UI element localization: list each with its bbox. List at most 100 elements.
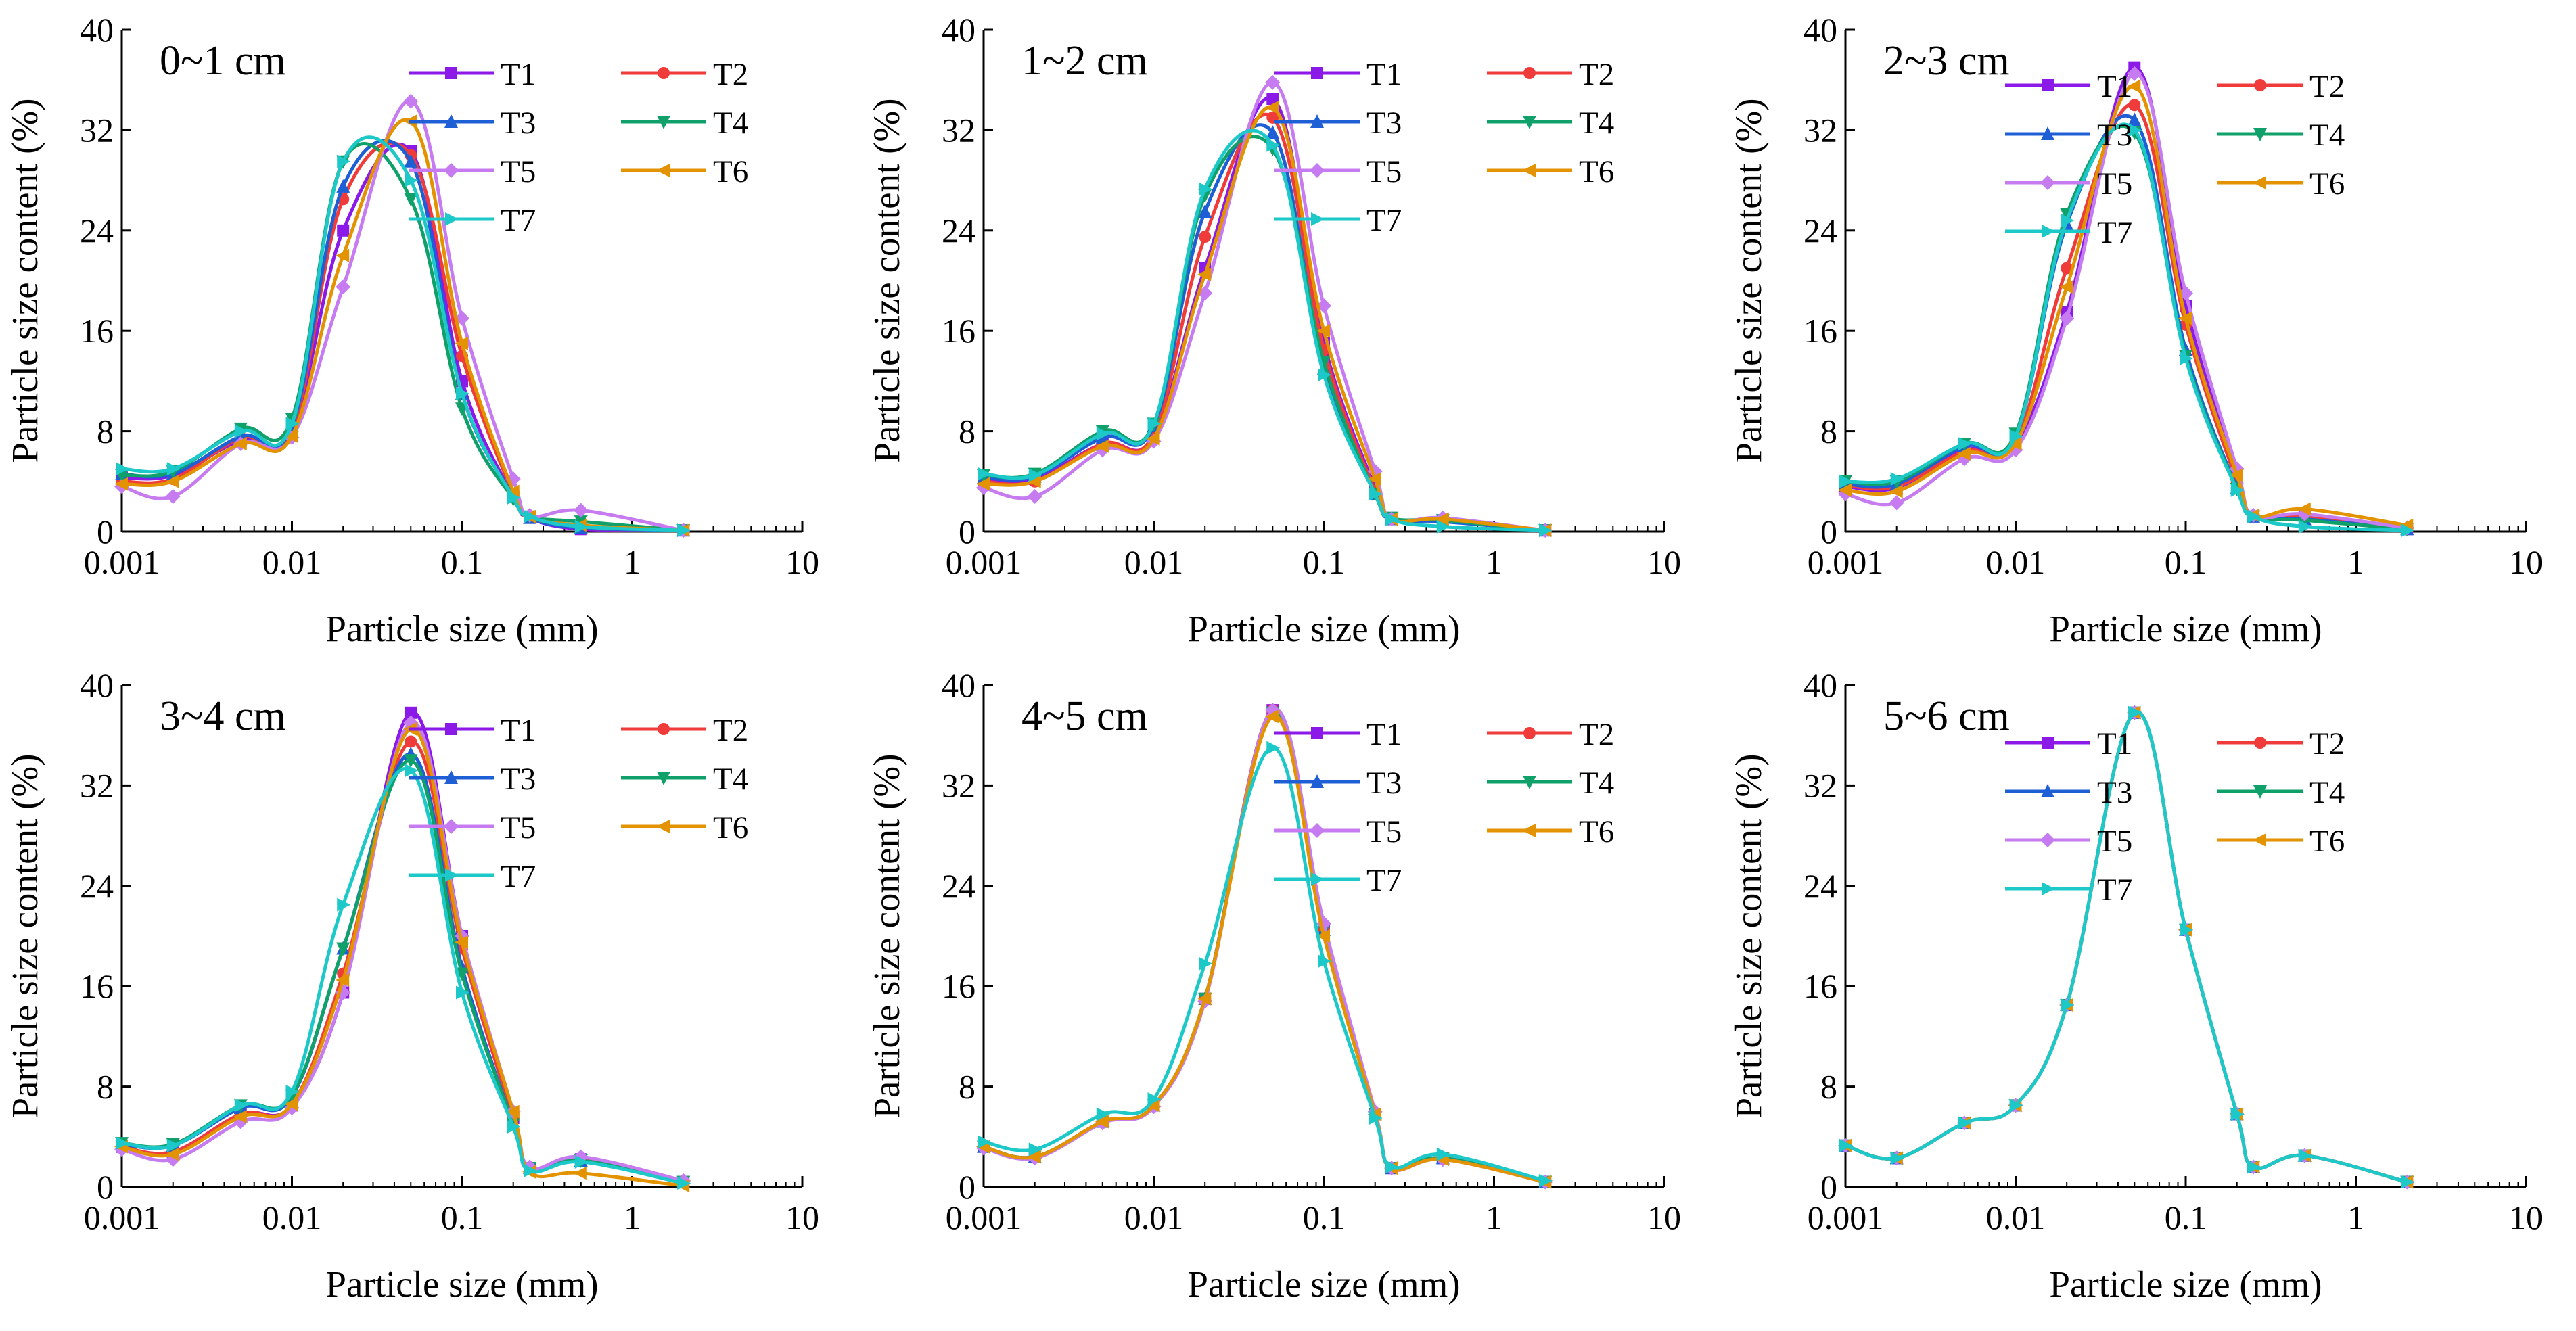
data-point-T7 — [1028, 1142, 1042, 1157]
legend-item-T1: T1 — [2005, 69, 2132, 104]
data-point-T6 — [2229, 468, 2243, 482]
x-axis-label: Particle size (mm) — [2049, 608, 2322, 649]
data-point-T6 — [1956, 446, 1971, 461]
data-point-T4 — [336, 942, 350, 956]
legend-marker — [2041, 784, 2054, 797]
y-tick-label: 0 — [959, 513, 975, 551]
data-point-T7 — [337, 897, 351, 912]
y-axis-label: Particle size content (%) — [866, 98, 907, 463]
x-tick-label: 1 — [1486, 543, 1502, 581]
legend-marker — [1310, 774, 1324, 788]
legend-item-T5: T5 — [2005, 166, 2132, 202]
legend-item-T6: T6 — [621, 154, 748, 189]
legend-label: T7 — [2097, 872, 2132, 908]
y-tick-label: 16 — [942, 312, 975, 350]
data-point-T7 — [166, 462, 181, 476]
series-T2 — [978, 704, 1552, 1188]
legend-item-T5: T5 — [2005, 824, 2132, 859]
legend-label: T2 — [1579, 57, 1614, 92]
data-point-T6 — [284, 1097, 298, 1111]
series-T6 — [114, 114, 690, 538]
legend-label: T3 — [2097, 775, 2132, 810]
data-point-T7 — [2180, 923, 2193, 937]
legend-item-T5: T5 — [1274, 154, 1402, 189]
data-point-T7 — [285, 417, 300, 431]
legend-label: T1 — [1366, 57, 1402, 92]
legend-item-T3: T3 — [1274, 106, 1402, 141]
legend-label: T1 — [2097, 726, 2132, 762]
data-point-T5 — [403, 93, 419, 109]
data-point-T6 — [165, 1147, 179, 1161]
legend-marker — [2041, 126, 2054, 140]
legend-marker — [1523, 67, 1536, 79]
data-point-T6 — [1027, 1150, 1041, 1164]
legend-marker — [2042, 225, 2055, 238]
data-point-T3 — [2128, 112, 2142, 126]
data-point-T7 — [2009, 1098, 2023, 1113]
data-point-T7 — [1385, 512, 1400, 526]
legend-label: T6 — [713, 810, 748, 845]
data-point-T6 — [1197, 267, 1212, 281]
legend-label: T2 — [2309, 69, 2345, 104]
data-point-T7 — [166, 1138, 181, 1152]
legend-marker — [1311, 727, 1323, 739]
legend-label: T5 — [501, 154, 536, 189]
y-axis-label: Particle size content (%) — [1728, 753, 1769, 1118]
legend-item-T1: T1 — [409, 57, 536, 92]
data-point-T7 — [2180, 352, 2193, 366]
data-point-T4 — [404, 193, 418, 207]
data-point-T7 — [337, 154, 351, 168]
legend-item-T6: T6 — [621, 810, 748, 845]
y-tick-label: 24 — [1803, 212, 1837, 250]
legend-item-T2: T2 — [1487, 57, 1614, 92]
data-point-T7 — [574, 1154, 589, 1169]
y-tick-label: 32 — [80, 111, 114, 149]
y-tick-label: 16 — [80, 312, 114, 350]
y-axis-label: Particle size content (%) — [4, 753, 45, 1118]
y-axis-label: Particle size content (%) — [866, 753, 907, 1118]
series-T4 — [115, 754, 691, 1190]
data-point-T7 — [1539, 1173, 1553, 1188]
x-tick-label: 10 — [1647, 543, 1681, 581]
legend-label: T6 — [2309, 824, 2345, 859]
legend: T1 T2 T3 T4 T5 T6 T7 — [409, 57, 748, 238]
series-T6 — [114, 722, 690, 1193]
y-tick-label: 16 — [80, 967, 114, 1005]
legend-marker — [2253, 833, 2266, 847]
legend-label: T1 — [501, 57, 536, 92]
data-point-T7 — [978, 1135, 991, 1149]
legend-marker — [1523, 116, 1536, 129]
series-line-T7 — [121, 767, 684, 1185]
data-point-T4 — [455, 967, 469, 981]
y-tick-label: 40 — [80, 11, 114, 49]
y-tick-label: 40 — [1803, 11, 1837, 49]
legend-marker — [2042, 882, 2055, 895]
x-axis-label: Particle size (mm) — [2049, 1263, 2322, 1305]
series-T4 — [977, 706, 1552, 1190]
legend-item-T1: T1 — [2005, 726, 2132, 762]
legend-marker — [1311, 212, 1325, 226]
data-point-T7 — [2247, 509, 2261, 523]
legend-marker — [445, 723, 457, 735]
series-line-T6 — [983, 105, 1546, 532]
data-point-T5 — [1027, 489, 1042, 505]
data-point-T6 — [505, 484, 520, 498]
x-tick-label: 10 — [2509, 1198, 2543, 1236]
legend-marker — [444, 770, 458, 784]
series-T4 — [115, 142, 691, 538]
legend-label: T4 — [713, 106, 748, 141]
series-line-T2 — [121, 740, 684, 1184]
x-tick-label: 0.01 — [1986, 1198, 2046, 1236]
data-point-T1 — [1266, 93, 1279, 106]
data-point-T2 — [1199, 231, 1212, 243]
legend-marker — [2040, 175, 2055, 190]
legend-item-T1: T1 — [1274, 717, 1402, 752]
data-point-T7 — [116, 1136, 129, 1150]
legend-label: T5 — [2097, 166, 2132, 202]
data-point-T7 — [234, 424, 248, 438]
x-tick-label: 10 — [785, 1198, 819, 1236]
series-T7 — [116, 135, 691, 538]
legend-marker — [1311, 67, 1323, 79]
x-tick-label: 0.1 — [2165, 543, 2207, 581]
